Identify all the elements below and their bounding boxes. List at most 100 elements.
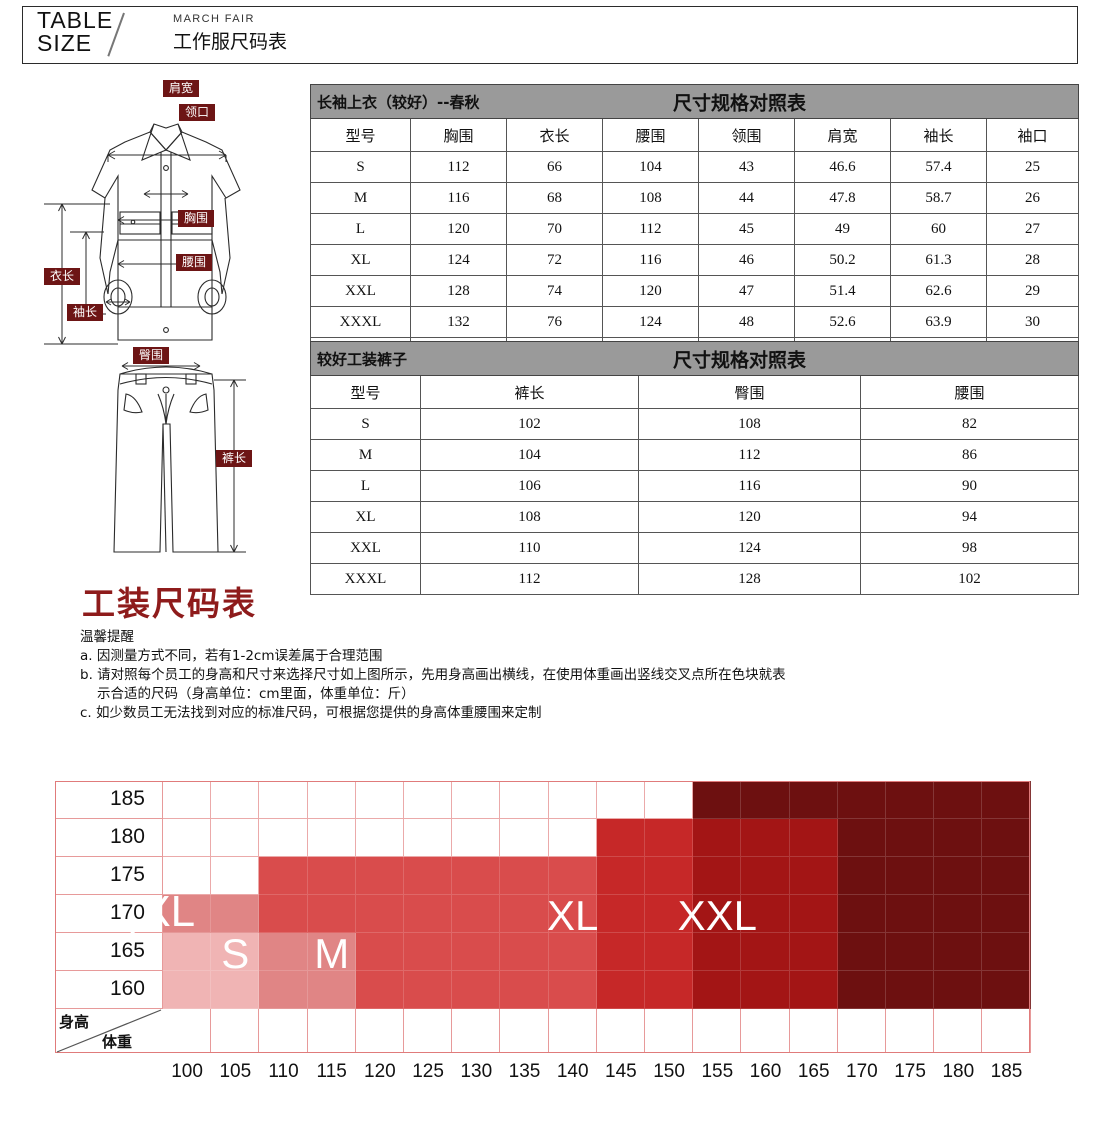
column-header: 衣长	[506, 118, 603, 152]
pants-table-body: 较好工装裤子 尺寸规格对照表 型号 裤长 臀围 腰围 S 102 108 82 M 104 112 86 L…	[310, 341, 1079, 595]
table-band-left: 较好工装裤子	[317, 350, 408, 368]
height-tick-label: 175	[109, 863, 145, 886]
axis-label-height: 身高	[59, 1013, 90, 1031]
column-header: 肩宽	[794, 118, 891, 152]
table-cell: 47	[698, 275, 795, 307]
label-hip: 臀围	[133, 347, 170, 365]
heatmap-cell	[404, 819, 453, 857]
heatmap-axis-cell	[693, 1009, 742, 1053]
table-band-center: 尺寸规格对照表	[672, 92, 806, 114]
weight-tick-label: 185	[990, 1061, 1023, 1082]
note-b1: b. 请对照每个员工的身高和尺寸来选择尺寸如上图所示，先用身高画出横线，在使用体…	[80, 667, 786, 683]
table-cell: 68	[506, 182, 603, 214]
table-cell: 62.6	[890, 275, 987, 307]
weight-tick-label: 135	[508, 1061, 541, 1082]
table-cell: 26	[986, 182, 1079, 214]
note-b2: 示合适的尺码（身高单位：cm里面，体重单位：斤）	[97, 686, 415, 702]
heatmap-row-gutter	[55, 857, 163, 895]
table-cell: 48	[698, 306, 795, 338]
heatmap-axis-cell	[837, 1009, 886, 1053]
column-header: 腰围	[860, 375, 1079, 409]
table-band-row: 长袖上衣（较好）--春秋 尺寸规格对照表	[310, 84, 1079, 119]
heatmap-cell	[307, 819, 356, 857]
label-sleeve-length: 袖长	[67, 304, 104, 322]
table-cell: 66	[506, 151, 603, 183]
table-header-row: 型号 胸围 衣长 腰围 领围 肩宽 袖长 袖口	[310, 118, 1079, 152]
table-cell: 110	[420, 532, 639, 564]
table-cell: 132	[410, 306, 507, 338]
table-cell: 112	[420, 563, 639, 595]
table-cell: 46.6	[794, 151, 891, 183]
table-cell: 108	[638, 408, 861, 440]
table-cell: 116	[410, 182, 507, 214]
table-cell: 104	[602, 151, 699, 183]
note-c: c. 如少数员工无法找到对应的标准尺码，可根据您提供的身高体重腰围来定制	[80, 705, 542, 721]
table-cell: 74	[506, 275, 603, 307]
table-cell: 108	[602, 182, 699, 214]
table-cell: 102	[860, 563, 1079, 595]
heatmap-axis-cell	[886, 1009, 935, 1053]
table-cell: 61.3	[890, 244, 987, 276]
heatmap-axis-cell	[500, 1009, 549, 1053]
table-cell: 112	[410, 151, 507, 183]
table-header-row: 型号 裤长 臀围 腰围	[310, 375, 1079, 409]
table-row: XXXL 132 76 124 48 52.6 63.9 30	[310, 306, 1079, 338]
weight-tick-label: 120	[364, 1061, 396, 1082]
heatmap-region-l	[355, 857, 645, 1009]
weight-tick-label: 180	[942, 1061, 975, 1082]
table-cell: 57.4	[890, 151, 987, 183]
column-header: 型号	[310, 375, 421, 409]
heatmap-row-gutter	[55, 971, 163, 1009]
weight-tick-label: 115	[316, 1061, 347, 1082]
table-cell: 98	[860, 532, 1079, 564]
table-cell: M	[310, 439, 421, 471]
table-cell: XXXL	[310, 563, 421, 595]
label-collar: 领口	[179, 104, 216, 122]
weight-tick-label: 105	[219, 1061, 252, 1082]
column-header: 腰围	[602, 118, 699, 152]
weight-tick-label: 165	[797, 1061, 830, 1082]
table-cell: 112	[638, 439, 861, 471]
heatmap-cell	[355, 819, 404, 857]
column-header: 裤长	[420, 375, 639, 409]
heatmap-axis-cell	[211, 1009, 260, 1053]
heatmap-cell	[404, 781, 453, 819]
table-cell: 60	[890, 213, 987, 245]
column-header: 袖长	[890, 118, 987, 152]
table-cell: 128	[410, 275, 507, 307]
label-shoulder-width: 肩宽	[163, 80, 200, 98]
table-band-left: 长袖上衣（较好）--春秋	[317, 93, 480, 111]
table-cell: 50.2	[794, 244, 891, 276]
table-cell: 63.9	[890, 306, 987, 338]
table-cell: XXL	[310, 275, 411, 307]
weight-tick-label: 155	[701, 1061, 734, 1082]
table-cell: 28	[986, 244, 1079, 276]
table-cell: 120	[602, 275, 699, 307]
weight-tick-label: 170	[846, 1061, 878, 1082]
table-cell: 94	[860, 501, 1079, 533]
table-cell: 124	[410, 244, 507, 276]
heatmap-cell	[355, 781, 404, 819]
heatmap-cell	[452, 819, 501, 857]
table-cell: XL	[310, 244, 411, 276]
table-cell: 30	[986, 306, 1079, 338]
table-band-row: 较好工装裤子 尺寸规格对照表	[310, 341, 1079, 376]
heatmap-cell	[500, 781, 549, 819]
table-row: XL 108 120 94	[310, 501, 1079, 533]
heatmap-cell	[163, 819, 212, 857]
table-cell: S	[310, 408, 421, 440]
heatmap-row-gutter	[55, 781, 163, 819]
heatmap-cell	[500, 819, 549, 857]
heatmap-cell	[259, 819, 308, 857]
table-band: 长袖上衣（较好）--春秋 尺寸规格对照表	[310, 84, 1079, 119]
table-band-center: 尺寸规格对照表	[672, 349, 806, 371]
heatmap-cell	[211, 857, 260, 895]
table-cell: 86	[860, 439, 1079, 471]
pants-size-table: 较好工装裤子 尺寸规格对照表 型号 裤长 臀围 腰围 S 102 108 82 M 104 112 86 L…	[310, 341, 1079, 595]
table-cell: 46	[698, 244, 795, 276]
axis-label-weight: 体重	[102, 1033, 133, 1051]
table-cell: 116	[602, 244, 699, 276]
axis-corner-label: 身高 体重	[55, 1009, 163, 1053]
size-heatmap-chart: S M L XL XXL XXXL 身高 体重 185 180 175 170 165 160 100…	[55, 781, 1031, 1082]
table-cell: 44	[698, 182, 795, 214]
